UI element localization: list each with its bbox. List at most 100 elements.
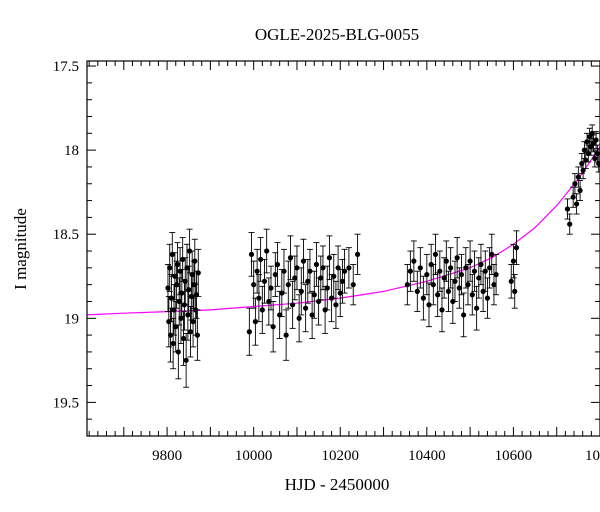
chart-title: OGLE-2025-BLG-0055 [255,25,419,44]
data-point [305,278,311,284]
data-point [300,258,307,264]
data-point [452,278,458,284]
data-point [294,265,300,271]
data-point [404,282,410,288]
data-point [287,255,294,261]
data-point [318,275,324,281]
data-point [290,302,296,308]
data-point [167,265,173,271]
data-point [281,268,287,274]
data-point [192,258,198,264]
data-point [194,332,200,338]
data-point [170,340,176,347]
data-point [424,271,430,278]
data-point [354,251,361,257]
data-point [264,248,270,254]
data-point [324,285,330,291]
data-point [346,265,352,271]
x-tick-label: 9800 [152,448,182,464]
data-point [190,319,196,325]
data-point [445,288,452,294]
data-point [489,251,495,257]
x-axis: 9800 10000 10200 10400 10600 1080 [88,61,600,464]
y-tick-label: 19.5 [53,395,79,411]
data-point [474,305,480,311]
data-point [298,288,304,294]
x-axis-label: HJD - 2450000 [285,475,390,494]
data-point [469,292,475,298]
data-point [439,307,445,313]
data-point [593,137,599,143]
data-point [407,268,413,274]
x-tick-label: 10000 [235,448,273,464]
data-point [313,261,320,268]
data-point [257,256,264,263]
data-point [251,282,257,288]
data-point [320,265,326,271]
data-point [484,295,491,301]
data-point [456,285,462,291]
data-point [572,181,578,187]
data-point [292,275,298,281]
data-point [307,268,313,274]
data-point [296,315,302,321]
y-tick-label: 17.5 [53,59,79,75]
model-curve [87,146,600,316]
data-point [465,282,471,288]
data-point [417,265,423,271]
y-tick-label: 18.5 [53,227,79,243]
data-point [261,278,268,284]
data-point [259,307,265,313]
data-point [461,312,467,318]
data-point [467,258,473,264]
data-point [564,206,571,212]
data-point [596,160,600,167]
data-point [175,349,181,355]
data-point [570,194,576,200]
data-point [437,268,443,274]
data-point [256,295,262,301]
data-point [443,258,449,264]
data-point [179,290,185,296]
data-point [574,201,580,207]
data-point [448,265,454,271]
plot-frame [86,60,600,437]
data-point [592,155,598,162]
data-point [341,268,348,274]
data-point [183,357,189,363]
data-point [493,271,499,278]
data-point [577,187,583,194]
y-tick-label: 19 [64,311,79,327]
data-point [482,268,488,274]
plot-area [87,124,600,388]
data-point [420,295,426,301]
data-point [411,258,417,264]
data-point [311,292,317,298]
data-point [508,278,514,284]
y-axis-label: I magnitude [11,208,30,290]
data-point [272,271,278,278]
x-tick-label: 1080 [585,448,600,464]
data-point [458,271,465,278]
data-point [414,288,420,294]
data-point [487,265,493,271]
x-tick-label: 10200 [322,448,360,464]
data-point [333,302,339,308]
data-point [167,332,174,338]
data-point [309,312,315,318]
data-point [350,282,356,288]
data-point [174,261,181,268]
data-point [270,324,276,330]
data-point [339,278,346,284]
data-point [435,292,441,298]
data-point [254,268,260,274]
data-point [426,302,432,308]
data-point [246,329,252,335]
data-point [248,251,255,257]
data-point [454,255,460,261]
data-point [268,285,274,291]
data-point [331,273,337,279]
data-point [463,265,469,271]
data-point [303,305,309,311]
